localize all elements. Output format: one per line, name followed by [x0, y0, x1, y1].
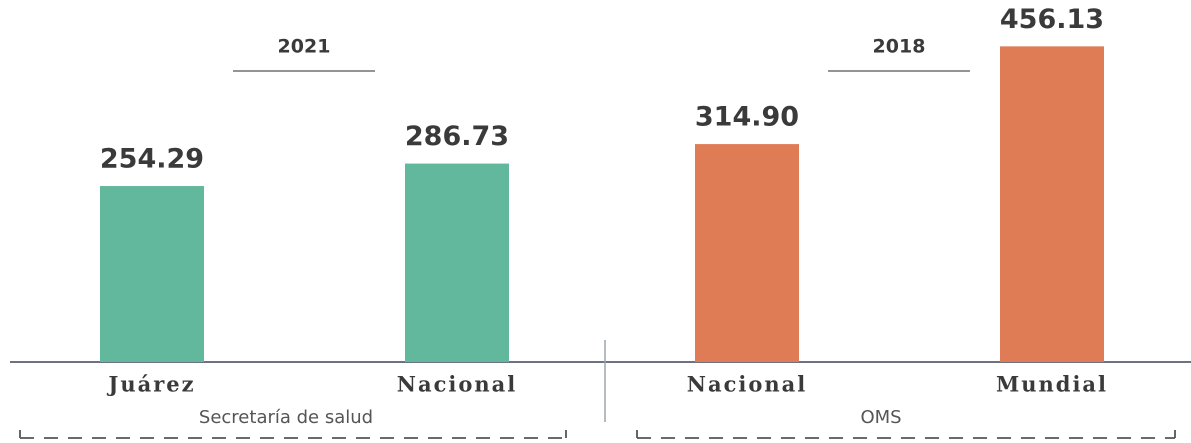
bar	[405, 163, 509, 362]
bar	[695, 144, 799, 362]
x-tick-label: Juárez	[106, 372, 195, 397]
group-name: OMS	[860, 407, 901, 428]
group-year: 2018	[873, 36, 926, 58]
value-label: 286.73	[405, 121, 509, 152]
group-name: Secretaría de salud	[199, 407, 373, 428]
bar	[100, 186, 204, 362]
x-tick-label: Nacional	[397, 372, 517, 397]
group-bracket	[19, 430, 567, 438]
x-tick-label: Mundial	[996, 372, 1108, 397]
x-tick-label: Nacional	[687, 372, 807, 397]
value-label: 254.29	[100, 144, 204, 175]
group-bracket	[636, 430, 1176, 438]
value-label: 314.90	[695, 102, 799, 133]
group-year: 2021	[278, 36, 331, 58]
bar	[1000, 46, 1104, 363]
value-label: 456.13	[1000, 4, 1104, 35]
